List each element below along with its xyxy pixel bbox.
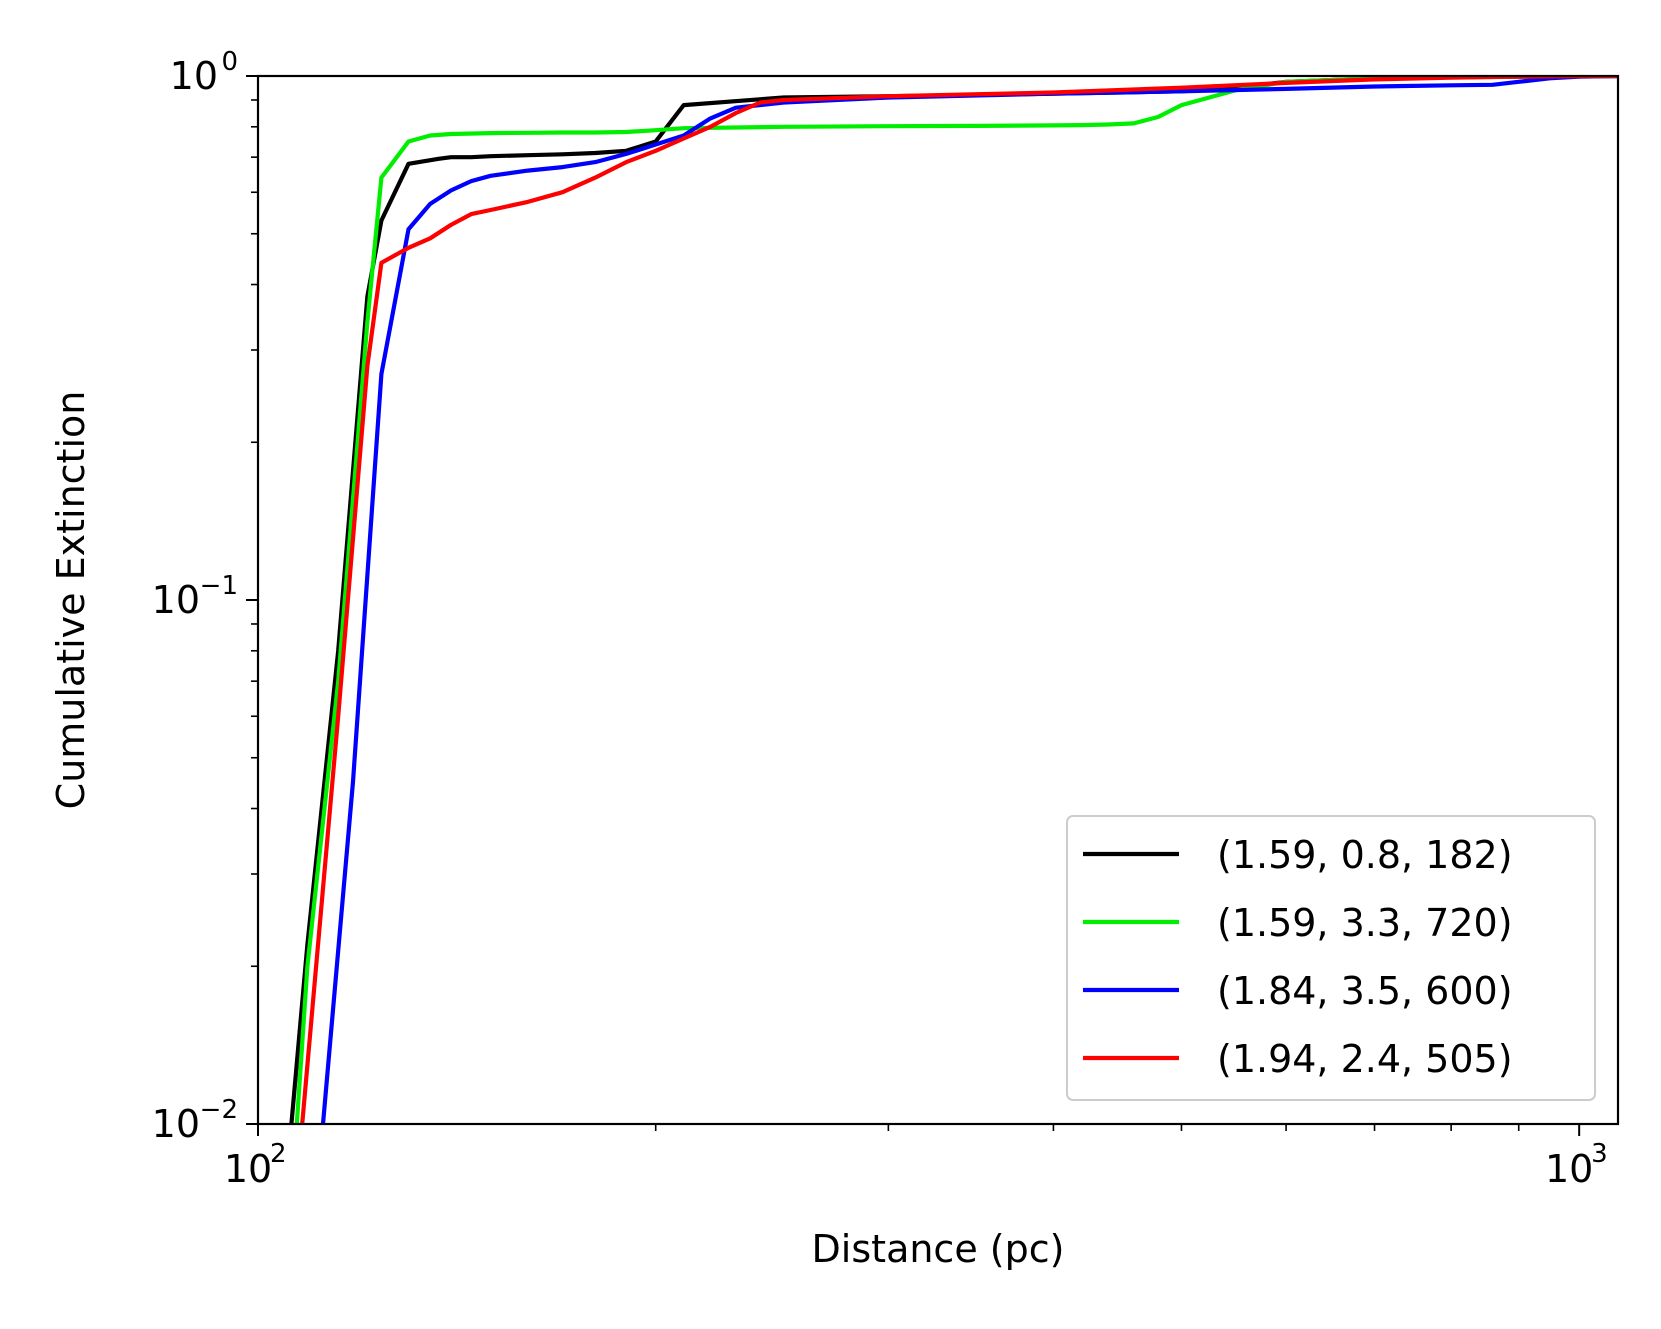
x-tick-label-2: 10 bbox=[1545, 1147, 1593, 1191]
y-tick-label-2: 10 bbox=[152, 578, 200, 622]
series-line-4 bbox=[300, 76, 1618, 1124]
legend-box bbox=[1066, 815, 1596, 1101]
y-tick-label-1: 10 bbox=[152, 1102, 200, 1146]
y-tick-exponent-3: 0 bbox=[221, 47, 238, 77]
legend-label-4: (1.94, 2.4, 505) bbox=[1217, 1037, 1513, 1081]
x-axis-title: Distance (pc) bbox=[812, 1227, 1065, 1271]
series-layer bbox=[289, 76, 1618, 1124]
y-axis-title: Cumulative Extinction bbox=[49, 391, 93, 810]
legend-label-1: (1.59, 0.8, 182) bbox=[1217, 833, 1513, 877]
y-tick-exponent-1: −2 bbox=[200, 1095, 238, 1125]
x-tick-exponent-1: 2 bbox=[270, 1139, 287, 1169]
legend-label-3: (1.84, 3.5, 600) bbox=[1217, 969, 1513, 1013]
x-tick-label-1: 10 bbox=[224, 1147, 272, 1191]
x-tick-exponent-2: 3 bbox=[1591, 1139, 1608, 1169]
legend: (1.59, 0.8, 182) (1.59, 3.3, 720) (1.84, 3… bbox=[1066, 815, 1596, 1101]
legend-label-2: (1.59, 3.3, 720) bbox=[1217, 901, 1513, 945]
y-tick-label-3: 10 bbox=[170, 54, 218, 98]
y-tick-exponent-2: −1 bbox=[200, 571, 238, 601]
series-line-3 bbox=[320, 76, 1618, 1124]
